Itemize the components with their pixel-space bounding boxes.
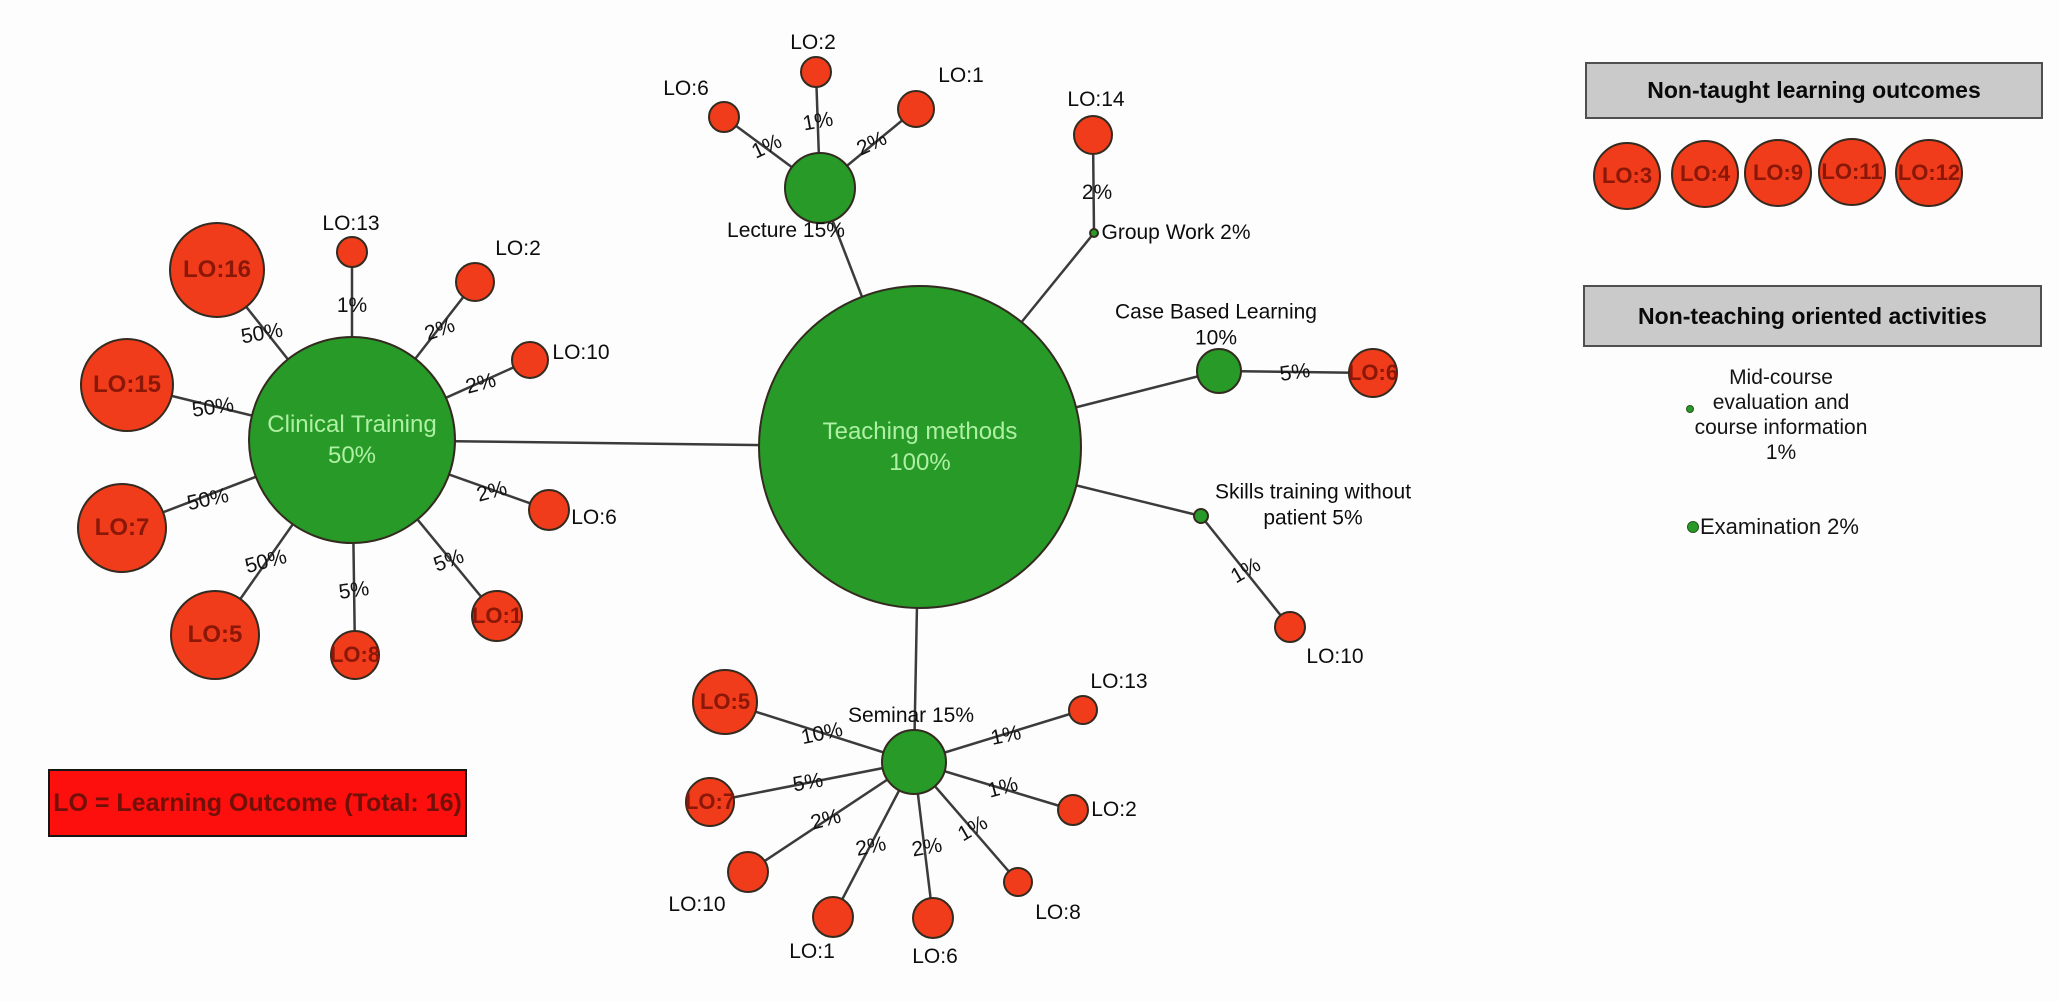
- node-sem_lo10: [727, 851, 769, 893]
- edge-skills-sk_lo10: [1200, 515, 1291, 628]
- node-seminar: [881, 729, 947, 795]
- node-nt_lo4: LO:4: [1671, 140, 1739, 208]
- node-label-sem_lo10: LO:10: [668, 893, 726, 917]
- node-cbl_lo6: LO:6: [1348, 348, 1398, 398]
- node-lec_lo1: [897, 90, 935, 128]
- node-cl_lo15: LO:15: [80, 338, 174, 432]
- edge-label-clinical-cl_lo8: 5%: [337, 577, 371, 605]
- node-sem_lo7: LO:7: [685, 777, 735, 827]
- node-nt_lo3: LO:3: [1593, 142, 1661, 210]
- edge-label-groupwork-gw_lo14: 2%: [1081, 181, 1113, 204]
- lo-legend: LO = Learning Outcome (Total: 16): [48, 769, 467, 837]
- midcourse-label: Mid-course evaluation and course informa…: [1694, 366, 1868, 464]
- edge-label-clinical-cl_lo13: 1%: [336, 294, 368, 317]
- node-sem_lo8: [1003, 867, 1033, 897]
- node-label-cbl: Case Based Learning 10%: [1115, 300, 1317, 349]
- node-label-sk_lo10: LO:10: [1306, 645, 1364, 669]
- node-teaching: Teaching methods 100%: [758, 285, 1082, 609]
- node-lec_lo6: [708, 101, 740, 133]
- node-sem_lo1: [812, 896, 854, 938]
- non-teaching-header: Non-teaching oriented activities: [1583, 285, 2042, 347]
- node-label-gw_lo14: LO:14: [1067, 88, 1125, 112]
- node-groupwork: [1089, 228, 1099, 238]
- node-sem_lo2: [1057, 794, 1089, 826]
- node-sem_lo13: [1068, 695, 1098, 725]
- node-label-sem_lo8: LO:8: [1035, 901, 1081, 925]
- node-gw_lo14: [1073, 115, 1113, 155]
- node-cl_lo6: [528, 489, 570, 531]
- edge-cbl-cbl_lo6: [1218, 369, 1374, 375]
- node-cl_lo13: [336, 236, 368, 268]
- node-sem_lo6: [912, 897, 954, 939]
- node-cl_lo16: LO:16: [169, 222, 265, 318]
- node-label-sem_lo2: LO:2: [1091, 798, 1137, 822]
- node-cl_lo1: LO:1: [471, 590, 523, 642]
- node-nt_lo11: LO:11: [1818, 138, 1886, 206]
- node-label-cl_lo10: LO:10: [552, 341, 610, 365]
- node-label-seminar: Seminar 15%: [847, 704, 975, 728]
- edge-label-cbl-cbl_lo6: 5%: [1278, 359, 1312, 387]
- node-cbl: [1196, 348, 1242, 394]
- node-label-sem_lo1: LO:1: [789, 940, 835, 964]
- node-label-groupwork: Group Work 2%: [1101, 221, 1251, 245]
- node-skills: [1193, 508, 1209, 524]
- node-cl_lo8: LO:8: [330, 630, 380, 680]
- node-cl_lo7: LO:7: [77, 483, 167, 573]
- node-label-cl_lo6: LO:6: [571, 506, 617, 530]
- node-label-skills: Skills training without patient 5%: [1214, 480, 1412, 529]
- node-label-lec_lo2: LO:2: [790, 31, 836, 55]
- node-cl_lo10: [511, 341, 549, 379]
- node-label-sem_lo13: LO:13: [1090, 670, 1148, 694]
- node-lecture: [784, 152, 856, 224]
- node-nt_lo12: LO:12: [1895, 139, 1963, 207]
- node-label-sem_lo6: LO:6: [912, 945, 958, 969]
- non-taught-header: Non-taught learning outcomes: [1585, 62, 2043, 119]
- node-sem_lo5: LO:5: [692, 669, 758, 735]
- node-label-lecture: Lecture 15%: [727, 219, 845, 243]
- node-cl_lo5: LO:5: [170, 590, 260, 680]
- examination-dot: [1687, 521, 1699, 533]
- node-nt_lo9: LO:9: [1744, 139, 1812, 207]
- edge-seminar-sem_lo7: [709, 760, 915, 804]
- node-cl_lo2: [455, 262, 495, 302]
- node-label-cl_lo13: LO:13: [322, 212, 380, 236]
- midcourse-dot: [1686, 405, 1694, 413]
- node-sk_lo10: [1274, 611, 1306, 643]
- node-label-cl_lo2: LO:2: [495, 237, 541, 261]
- node-label-lec_lo1: LO:1: [938, 64, 984, 88]
- examination-label: Examination 2%: [1700, 514, 1859, 539]
- node-lec_lo2: [800, 56, 832, 88]
- node-label-lec_lo6: LO:6: [663, 77, 709, 101]
- node-clinical: Clinical Training 50%: [248, 336, 456, 544]
